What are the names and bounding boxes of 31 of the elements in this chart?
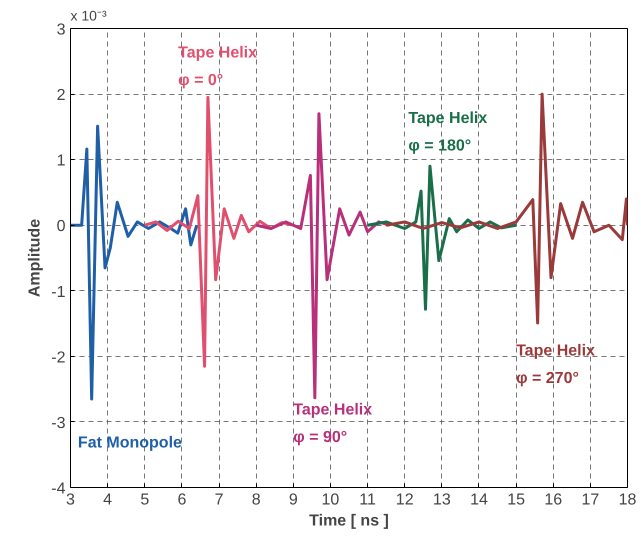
x-tick-label: 8 (252, 492, 261, 508)
series-label: Tape Helix φ = 90° (293, 402, 372, 446)
x-tick-label: 17 (581, 492, 600, 508)
x-tick-label: 12 (396, 492, 414, 508)
text: x 10⁻³ (70, 8, 107, 24)
x-tick-label: 10 (322, 492, 340, 508)
y-tick-label: 3 (56, 22, 66, 38)
y-tick-label: -3 (51, 414, 66, 432)
text: Fat Monopole (78, 434, 182, 452)
x-tick-label: 15 (507, 492, 526, 508)
x-tick-label: 9 (288, 492, 298, 508)
x-axis-title: Time [ ns ] (309, 512, 389, 530)
x-tick-label: 13 (432, 492, 451, 508)
y-tick-label: -2 (51, 349, 66, 366)
y-tick-label: 2 (56, 87, 66, 104)
series-label: Tape Helix φ = 180° (408, 110, 488, 154)
y-tick-label: -4 (51, 480, 66, 498)
x-tick-label: 7 (214, 492, 224, 508)
x-tick-label: 6 (177, 492, 186, 508)
series-label: Tape Helix φ = 0° (178, 44, 258, 89)
y-axis-title: Amplitude (26, 218, 44, 298)
y-tick-label: 0 (56, 218, 66, 236)
x-tick-label: 4 (103, 492, 112, 508)
x-tick-label: 18 (618, 492, 636, 508)
x-tick-label: 16 (544, 492, 562, 508)
x-tick-label: 5 (140, 492, 150, 508)
y-tick-label: -1 (51, 284, 66, 301)
y-tick-label: 1 (56, 152, 66, 170)
x-tick-label: 14 (470, 492, 488, 508)
x-tick-label: 11 (359, 492, 376, 508)
series-label: Tape Helix φ = 270° (516, 342, 596, 388)
